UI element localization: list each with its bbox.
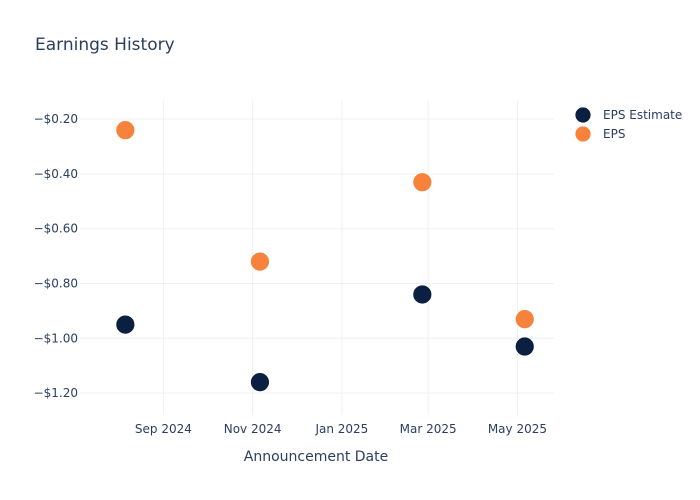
x-tick-label: Mar 2025 xyxy=(400,422,457,436)
x-axis-title: Announcement Date xyxy=(244,449,388,465)
y-axis-ticks: −$0.20 −$0.40 −$0.60 −$0.80 −$1.00 −$1.20 xyxy=(34,112,78,400)
eps-estimate-point[interactable] xyxy=(250,372,270,393)
x-tick-label: Nov 2024 xyxy=(224,422,282,436)
data-points xyxy=(115,120,535,393)
eps-point[interactable] xyxy=(250,251,270,272)
eps-point[interactable] xyxy=(514,309,535,330)
legend-item-eps[interactable]: EPS xyxy=(574,125,625,143)
x-tick-label: Jan 2025 xyxy=(314,422,368,436)
y-tick-label: −$1.20 xyxy=(34,386,78,400)
eps-point[interactable] xyxy=(115,120,136,141)
eps-estimate-point[interactable] xyxy=(514,336,535,357)
y-tick-label: −$0.40 xyxy=(34,167,78,181)
legend-label-eps: EPS xyxy=(603,127,625,141)
y-tick-label: −$0.20 xyxy=(34,112,78,126)
y-tick-label: −$1.00 xyxy=(34,331,78,345)
y-tick-label: −$0.80 xyxy=(34,277,78,291)
x-tick-label: Sep 2024 xyxy=(135,422,192,436)
legend[interactable]: EPS Estimate EPS xyxy=(574,106,682,143)
x-tick-label: May 2025 xyxy=(488,422,547,436)
eps-estimate-point[interactable] xyxy=(115,314,136,335)
y-tick-label: −$0.60 xyxy=(34,222,78,236)
grid-lines xyxy=(80,100,554,415)
eps-estimate-point[interactable] xyxy=(412,284,433,305)
legend-label-eps-estimate: EPS Estimate xyxy=(603,108,682,122)
chart-title: Earnings History xyxy=(35,35,175,55)
x-axis-ticks: Sep 2024 Nov 2024 Jan 2025 Mar 2025 May 2025 xyxy=(135,422,547,436)
legend-item-eps-estimate[interactable]: EPS Estimate xyxy=(574,106,682,124)
legend-marker-eps-estimate xyxy=(574,106,592,124)
eps-point[interactable] xyxy=(412,172,433,193)
legend-marker-eps xyxy=(574,125,592,143)
